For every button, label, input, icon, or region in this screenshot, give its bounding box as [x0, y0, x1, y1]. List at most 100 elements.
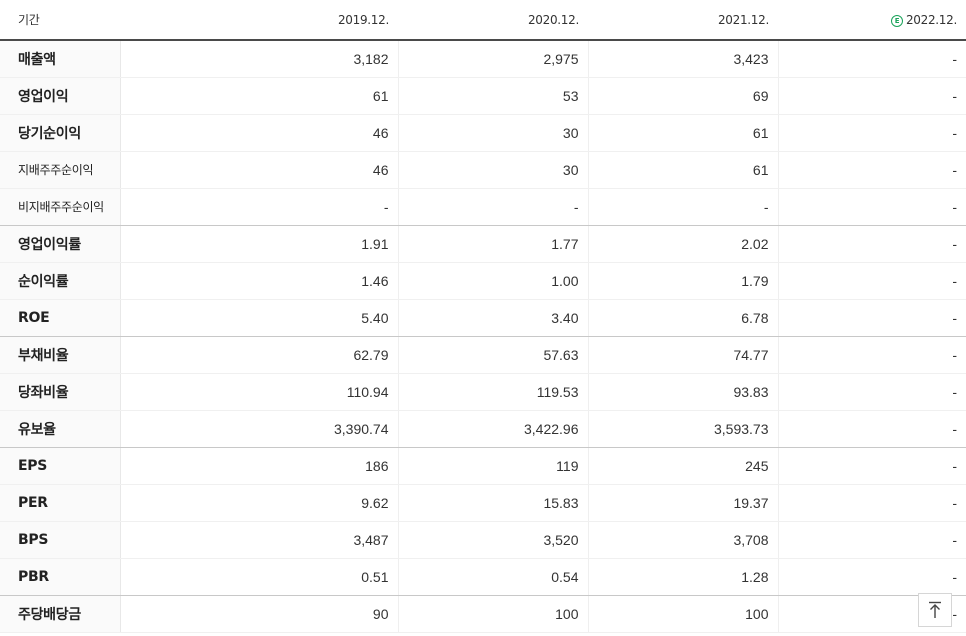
- table-row: 당좌비율 110.94 119.53 93.83 -: [0, 373, 966, 411]
- cell-value: -: [778, 447, 966, 485]
- table-row: 주당배당금 90 100 100 -: [0, 595, 966, 633]
- cell-value: 19.37: [588, 484, 779, 522]
- arrow-up-icon: [929, 601, 941, 618]
- cell-value: 1.79: [588, 262, 779, 300]
- table-row: BPS 3,487 3,520 3,708 -: [0, 521, 966, 559]
- row-label: 영업이익: [0, 77, 121, 115]
- row-label: 순이익률: [0, 262, 121, 300]
- period-header-label: 기간: [0, 0, 120, 41]
- table-row: 유보율 3,390.74 3,422.96 3,593.73 -: [0, 410, 966, 448]
- cell-value: -: [778, 188, 966, 226]
- cell-value: 57.63: [398, 336, 589, 374]
- row-label: BPS: [0, 521, 121, 559]
- row-label: 지배주주순이익: [0, 151, 121, 189]
- cell-value: 0.51: [120, 558, 399, 596]
- cell-value: 6.78: [588, 299, 779, 337]
- cell-value: -: [398, 188, 589, 226]
- cell-value: 119: [398, 447, 589, 485]
- cell-value: 2,975: [398, 40, 589, 78]
- period-header-2019: 2019.12.: [120, 0, 398, 41]
- cell-value: 93.83: [588, 373, 779, 411]
- scroll-to-top-button[interactable]: [918, 593, 952, 627]
- cell-value: -: [778, 410, 966, 448]
- cell-value: -: [778, 521, 966, 559]
- cell-value: 46: [120, 151, 399, 189]
- cell-value: -: [778, 77, 966, 115]
- cell-value: 245: [588, 447, 779, 485]
- cell-value: 74.77: [588, 336, 779, 374]
- cell-value: 1.28: [588, 558, 779, 596]
- cell-value: 5.40: [120, 299, 399, 337]
- table-row: 순이익률 1.46 1.00 1.79 -: [0, 262, 966, 300]
- row-label: 매출액: [0, 40, 121, 78]
- row-label: 부채비율: [0, 336, 121, 374]
- cell-value: 3.40: [398, 299, 589, 337]
- cell-value: -: [778, 262, 966, 300]
- cell-value: 61: [588, 151, 779, 189]
- cell-value: 3,520: [398, 521, 589, 559]
- estimate-icon: E: [890, 14, 903, 27]
- cell-value: 9.62: [120, 484, 399, 522]
- cell-value: -: [778, 558, 966, 596]
- cell-value: -: [588, 188, 779, 226]
- cell-value: 3,708: [588, 521, 779, 559]
- cell-value: 3,390.74: [120, 410, 399, 448]
- period-header-2022-label: 2022.12.: [905, 12, 957, 27]
- cell-value: 61: [120, 77, 399, 115]
- cell-value: -: [778, 299, 966, 337]
- table-row: 비지배주주순이익 - - - -: [0, 188, 966, 226]
- cell-value: -: [778, 336, 966, 374]
- cell-value: 3,487: [120, 521, 399, 559]
- cell-value: 62.79: [120, 336, 399, 374]
- cell-value: 0.54: [398, 558, 589, 596]
- cell-value: -: [778, 373, 966, 411]
- cell-value: 186: [120, 447, 399, 485]
- cell-value: -: [778, 114, 966, 152]
- table-row: 지배주주순이익 46 30 61 -: [0, 151, 966, 189]
- cell-value: 1.46: [120, 262, 399, 300]
- cell-value: 1.00: [398, 262, 589, 300]
- cell-value: -: [778, 40, 966, 78]
- cell-value: 3,182: [120, 40, 399, 78]
- row-label: 유보율: [0, 410, 121, 448]
- cell-value: 1.91: [120, 225, 399, 263]
- row-label: PBR: [0, 558, 121, 596]
- cell-value: 15.83: [398, 484, 589, 522]
- table-row: 영업이익률 1.91 1.77 2.02 -: [0, 225, 966, 263]
- row-label: 영업이익률: [0, 225, 121, 263]
- cell-value: 46: [120, 114, 399, 152]
- cell-value: 69: [588, 77, 779, 115]
- table-row: 매출액 3,182 2,975 3,423 -: [0, 40, 966, 78]
- cell-value: 90: [120, 595, 399, 633]
- period-header-2022: E 2022.12.: [778, 0, 966, 41]
- table-row: PBR 0.51 0.54 1.28 -: [0, 558, 966, 596]
- table-row: ROE 5.40 3.40 6.78 -: [0, 299, 966, 337]
- cell-value: 3,593.73: [588, 410, 779, 448]
- cell-value: -: [120, 188, 399, 226]
- table-row: 부채비율 62.79 57.63 74.77 -: [0, 336, 966, 374]
- cell-value: 53: [398, 77, 589, 115]
- cell-value: 3,423: [588, 40, 779, 78]
- cell-value: 100: [588, 595, 779, 633]
- cell-value: 2.02: [588, 225, 779, 263]
- row-label: PER: [0, 484, 121, 522]
- row-label: 당좌비율: [0, 373, 121, 411]
- cell-value: -: [778, 151, 966, 189]
- row-label: ROE: [0, 299, 121, 337]
- cell-value: 61: [588, 114, 779, 152]
- row-label: EPS: [0, 447, 121, 485]
- cell-value: 119.53: [398, 373, 589, 411]
- row-label: 주당배당금: [0, 595, 121, 633]
- header-row: 기간 2019.12. 2020.12. 2021.12. E 2022.12.: [0, 0, 966, 41]
- cell-value: -: [778, 484, 966, 522]
- cell-value: 1.77: [398, 225, 589, 263]
- period-header-2021: 2021.12.: [588, 0, 778, 41]
- table-row: EPS 186 119 245 -: [0, 447, 966, 485]
- cell-value: -: [778, 225, 966, 263]
- table-row: 당기순이익 46 30 61 -: [0, 114, 966, 152]
- table-row: PER 9.62 15.83 19.37 -: [0, 484, 966, 522]
- table-row: 영업이익 61 53 69 -: [0, 77, 966, 115]
- period-header-2020: 2020.12.: [398, 0, 588, 41]
- row-label: 비지배주주순이익: [0, 188, 121, 226]
